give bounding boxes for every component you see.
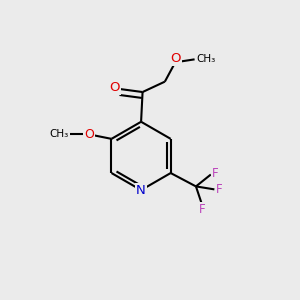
Text: F: F (212, 167, 219, 179)
Text: F: F (199, 203, 205, 216)
Text: O: O (84, 128, 94, 141)
Text: CH₃: CH₃ (196, 54, 215, 64)
Text: O: O (171, 52, 181, 65)
Text: N: N (136, 184, 146, 196)
Text: F: F (215, 183, 222, 196)
Text: CH₃: CH₃ (50, 129, 69, 139)
Text: O: O (110, 81, 120, 94)
